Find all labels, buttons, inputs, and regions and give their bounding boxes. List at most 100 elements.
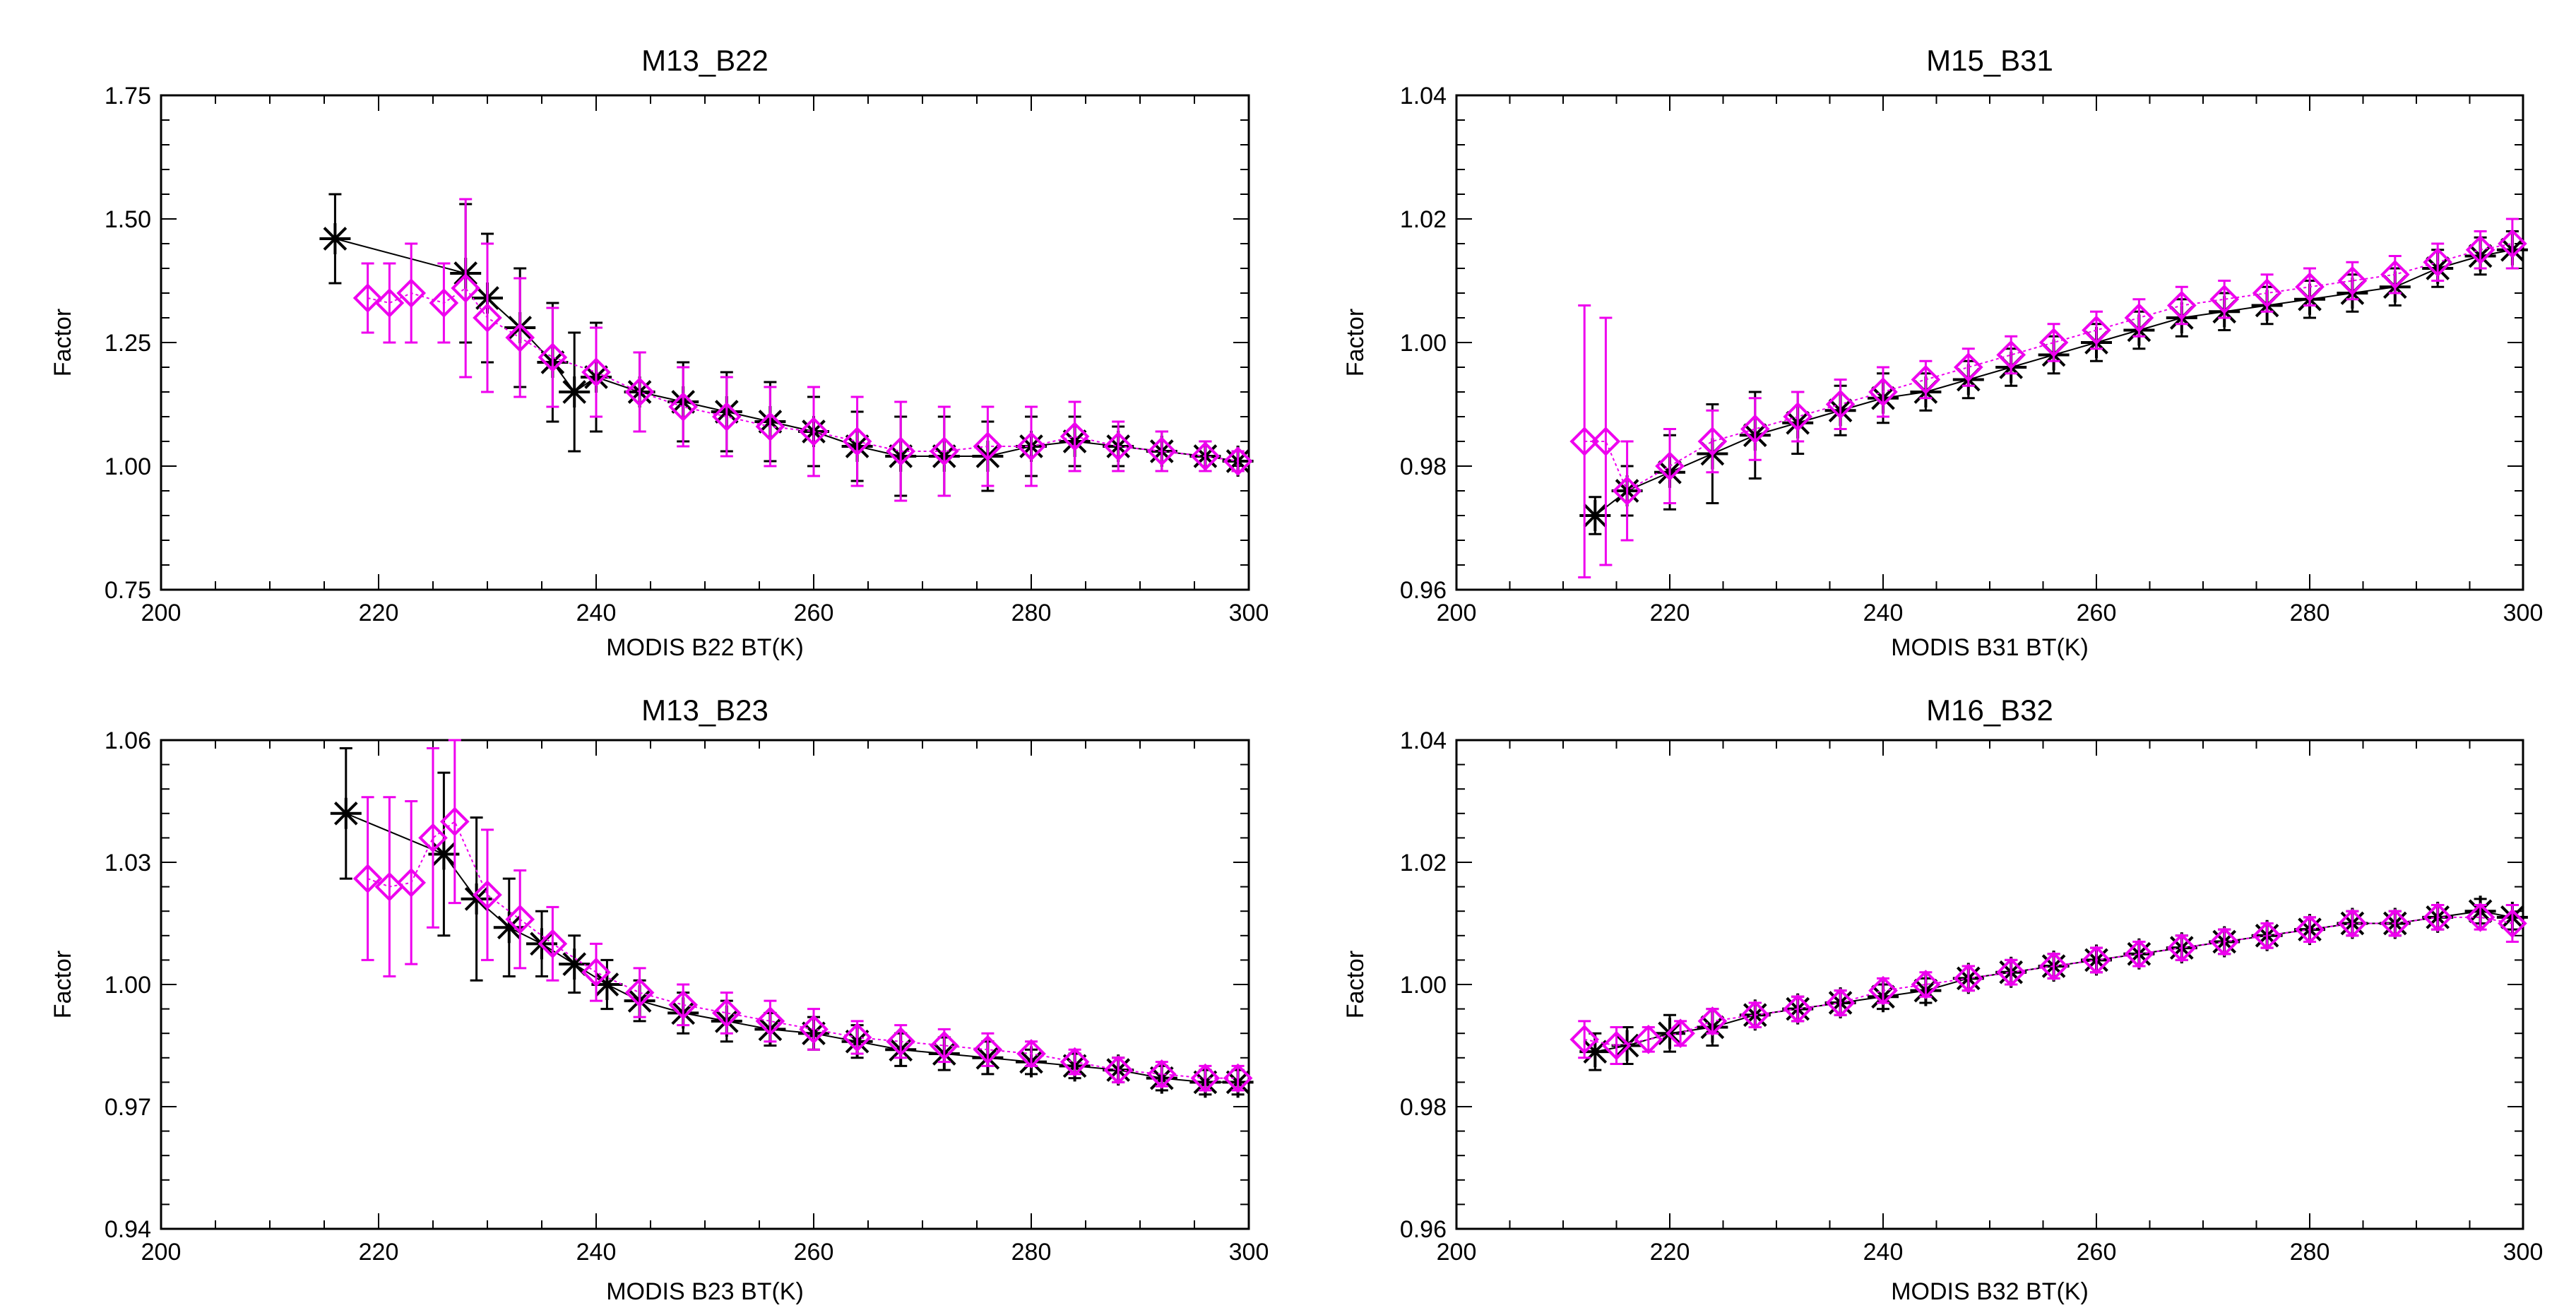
x-tick-label: 280 xyxy=(2290,1239,2330,1266)
x-axis-label: MODIS B32 BT(K) xyxy=(1891,1278,2089,1305)
marker-stroke xyxy=(562,380,587,404)
data-point xyxy=(319,223,351,254)
data-point xyxy=(374,288,405,318)
data-point xyxy=(1591,427,1621,456)
x-tick-label: 300 xyxy=(2503,600,2544,626)
data-point xyxy=(1697,1006,1728,1036)
y-tick-label: 1.00 xyxy=(1400,330,1447,357)
data-point xyxy=(352,864,383,893)
x-tick-label: 280 xyxy=(1011,600,1052,626)
x-axis-label: MODIS B22 BT(K) xyxy=(606,634,804,661)
data-point xyxy=(1060,422,1090,451)
x-tick-label: 260 xyxy=(2077,600,2117,626)
x-tick-label: 300 xyxy=(1229,600,1269,626)
data-marks xyxy=(1456,739,2528,1230)
data-point xyxy=(624,977,655,1008)
panel-m13-b22: 200 220 240 260 280 300 0.751.001.251.501.75 … xyxy=(49,44,1269,661)
y-tick-labels: 0.96 0.98 1.00 1.02 1.04 xyxy=(1400,83,1447,604)
y-tick-label: 1.02 xyxy=(1400,850,1447,876)
marker-stroke xyxy=(1658,1021,1682,1046)
marker-stroke xyxy=(323,227,348,251)
data-point xyxy=(538,343,568,372)
data-point xyxy=(1016,432,1046,461)
x-tick-label: 280 xyxy=(2290,600,2330,626)
data-point xyxy=(1633,1025,1663,1054)
y-tick-label: 0.97 xyxy=(105,1094,151,1121)
y-tick-label: 1.02 xyxy=(1400,206,1447,233)
data-point xyxy=(1783,994,1813,1024)
data-marks xyxy=(1456,95,2528,590)
data-point xyxy=(2166,933,2197,963)
data-marks xyxy=(160,95,1254,590)
data-point xyxy=(799,1014,829,1045)
data-point xyxy=(1103,432,1134,461)
chart-title: M15_B31 xyxy=(1926,44,2053,77)
data-point xyxy=(1953,963,1983,994)
data-point xyxy=(439,807,470,837)
data-point xyxy=(2498,229,2527,258)
data-point xyxy=(581,357,611,387)
data-point xyxy=(1190,441,1221,471)
data-point xyxy=(2209,284,2240,314)
data-point xyxy=(929,436,959,466)
x-tick-label: 220 xyxy=(359,600,399,626)
panel-m16-b32: 200 220 240 260 280 300 0.960.981.001.021.04 … xyxy=(1342,694,2543,1305)
x-tick-labels: 200 220 240 260 280 300 xyxy=(141,1239,1269,1266)
data-point xyxy=(538,929,568,959)
data-point xyxy=(2465,234,2495,265)
x-tick-label: 200 xyxy=(1437,600,1477,626)
data-point xyxy=(1996,957,2026,987)
data-point xyxy=(929,1030,959,1061)
x-tick-labels: 200 220 240 260 280 300 xyxy=(1437,600,2544,626)
x-axis-label: MODIS B31 BT(K) xyxy=(1891,634,2089,661)
y-tick-label: 1.00 xyxy=(105,453,151,480)
data-point xyxy=(2124,939,2154,969)
x-tick-labels: 200 220 240 260 280 300 xyxy=(1437,1239,2544,1266)
data-point xyxy=(1996,340,2026,370)
data-point xyxy=(505,904,535,934)
y-axis-label: Factor xyxy=(49,951,76,1018)
marker-stroke xyxy=(464,887,489,911)
x-tick-label: 220 xyxy=(1650,1239,1690,1266)
y-tick-labels: 0.94 0.97 1.00 1.03 1.06 xyxy=(105,727,151,1243)
y-tick-label: 0.98 xyxy=(1400,453,1447,480)
y-tick-label: 1.00 xyxy=(105,972,151,999)
data-point xyxy=(624,377,655,407)
data-point xyxy=(1666,1018,1695,1049)
data-point xyxy=(396,868,427,898)
data-point xyxy=(755,1006,785,1036)
data-point xyxy=(1103,1055,1134,1085)
data-point xyxy=(1825,389,1856,420)
data-point xyxy=(1579,1036,1611,1068)
y-tick-label: 0.96 xyxy=(1400,577,1447,604)
x-tick-label: 220 xyxy=(359,1239,399,1266)
data-point xyxy=(1569,427,1600,456)
series-magenta xyxy=(352,198,1253,502)
series-magenta xyxy=(1569,218,2527,578)
x-tick-labels: 200 220 240 260 280 300 xyxy=(141,600,1269,626)
data-point xyxy=(1146,1059,1177,1089)
y-tick-label: 1.04 xyxy=(1400,83,1447,109)
data-point xyxy=(1190,1063,1221,1093)
data-point xyxy=(668,392,699,422)
data-point xyxy=(1655,451,1685,481)
series-line xyxy=(345,812,1238,1083)
data-point xyxy=(711,402,742,432)
series-line xyxy=(367,287,1238,462)
marker-stroke xyxy=(333,801,358,826)
data-point xyxy=(1953,352,1983,382)
x-tick-label: 280 xyxy=(1011,1239,1052,1266)
data-point xyxy=(2295,915,2325,944)
data-point xyxy=(2038,328,2069,357)
series-line xyxy=(1584,916,2513,1047)
y-axis-label: Factor xyxy=(1342,951,1369,1018)
data-point xyxy=(2082,945,2111,975)
y-tick-label: 1.50 xyxy=(105,206,151,233)
data-point xyxy=(2498,908,2527,939)
data-point xyxy=(2166,290,2197,321)
data-point xyxy=(2082,315,2111,345)
series-magenta xyxy=(1569,903,2527,1065)
data-point xyxy=(461,883,492,915)
y-tick-label: 1.25 xyxy=(105,330,151,357)
data-point xyxy=(1697,427,1728,456)
